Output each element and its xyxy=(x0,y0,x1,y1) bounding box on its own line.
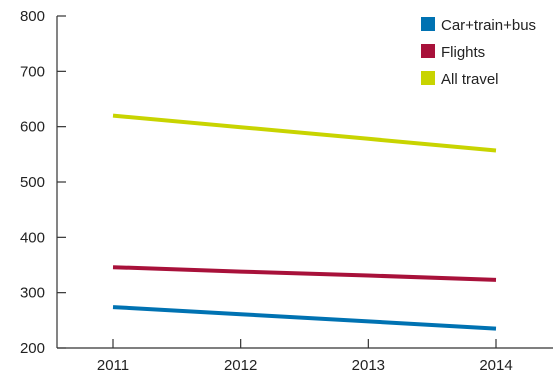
y-tick-label: 600 xyxy=(20,119,45,136)
y-tick-label: 400 xyxy=(20,229,45,246)
series-layer xyxy=(112,113,497,331)
series-line-2 xyxy=(112,113,497,153)
legend-label: All travel xyxy=(441,71,499,88)
y-tick-label: 200 xyxy=(20,340,45,357)
x-axis: 2011 2012 2013 2014 xyxy=(57,339,553,374)
y-tick-label: 300 xyxy=(20,285,45,302)
x-tick-label: 2013 xyxy=(352,357,385,374)
legend-label: Flights xyxy=(441,44,485,61)
legend-label: Car+train+bus xyxy=(441,17,536,34)
y-tick-label: 500 xyxy=(20,174,45,191)
y-tick-label: 700 xyxy=(20,63,45,80)
series-line-1 xyxy=(112,265,497,282)
legend-swatch xyxy=(421,17,435,31)
legend-swatch xyxy=(421,44,435,58)
legend: Car+train+bus Flights All travel xyxy=(421,17,536,88)
x-tick-label: 2011 xyxy=(97,357,129,374)
x-tick-label: 2012 xyxy=(224,357,257,374)
x-tick-label: 2014 xyxy=(479,357,512,374)
series-line-0 xyxy=(112,305,497,331)
y-axis: 200 300 400 500 600 700 800 xyxy=(20,8,66,357)
y-tick-label: 800 xyxy=(20,8,45,25)
legend-swatch xyxy=(421,71,435,85)
